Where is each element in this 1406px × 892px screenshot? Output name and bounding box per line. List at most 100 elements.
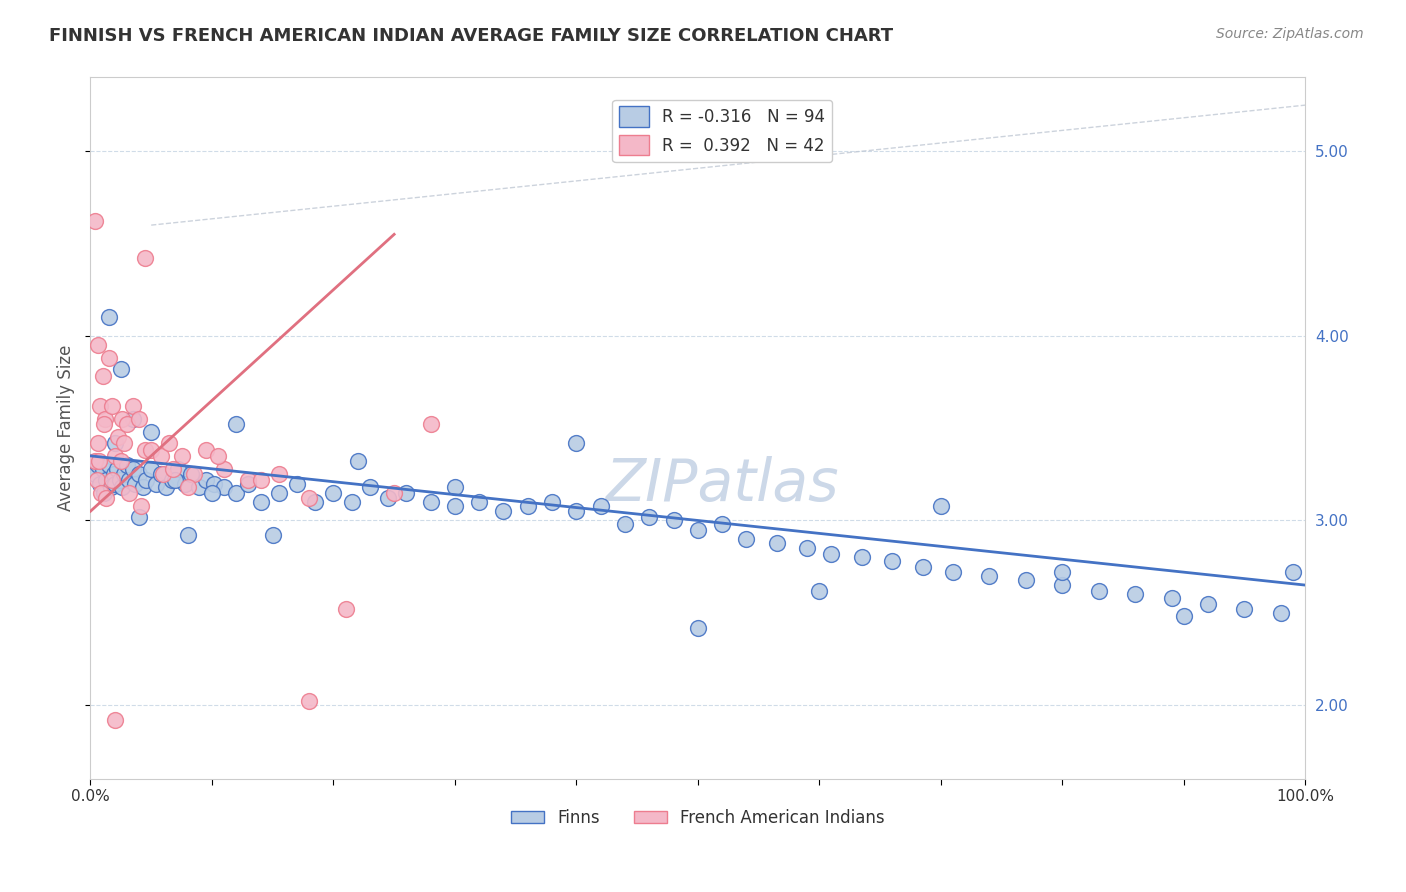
Point: [167, 462, 190, 476]
Point: [212, 462, 235, 476]
Point: [419, 417, 441, 432]
Point: [613, 517, 636, 532]
Point: [110, 362, 132, 376]
Point: [911, 559, 934, 574]
Point: [565, 504, 588, 518]
Point: [201, 485, 224, 500]
Point: [152, 467, 174, 482]
Point: [285, 476, 308, 491]
Point: [176, 480, 198, 494]
Point: [105, 462, 128, 476]
Point: [91, 369, 114, 384]
Point: [91, 462, 114, 476]
Point: [249, 495, 271, 509]
Point: [114, 436, 136, 450]
Point: [1052, 578, 1074, 592]
Point: [808, 583, 831, 598]
Point: [1282, 565, 1305, 579]
Point: [118, 485, 141, 500]
Point: [298, 491, 321, 506]
Point: [89, 399, 111, 413]
Point: [94, 412, 117, 426]
Point: [84, 467, 107, 482]
Point: [145, 476, 167, 491]
Point: [86, 473, 108, 487]
Point: [735, 532, 758, 546]
Text: Source: ZipAtlas.com: Source: ZipAtlas.com: [1216, 27, 1364, 41]
Point: [979, 569, 1001, 583]
Point: [686, 523, 709, 537]
Point: [157, 436, 180, 450]
Point: [796, 541, 818, 556]
Point: [589, 499, 612, 513]
Point: [267, 485, 290, 500]
Point: [90, 485, 112, 500]
Point: [187, 480, 209, 494]
Point: [298, 694, 321, 708]
Point: [565, 436, 588, 450]
Point: [104, 449, 127, 463]
Point: [110, 454, 132, 468]
Point: [183, 467, 205, 482]
Point: [882, 554, 904, 568]
Point: [131, 499, 153, 513]
Point: [87, 458, 110, 472]
Point: [149, 467, 172, 482]
Point: [111, 412, 134, 426]
Point: [122, 399, 145, 413]
Point: [160, 473, 183, 487]
Point: [165, 473, 187, 487]
Point: [377, 491, 399, 506]
Point: [304, 495, 326, 509]
Point: [101, 399, 124, 413]
Point: [131, 480, 153, 494]
Point: [101, 473, 124, 487]
Point: [262, 528, 284, 542]
Point: [765, 535, 787, 549]
Point: [97, 458, 120, 472]
Point: [359, 480, 381, 494]
Point: [395, 485, 418, 500]
Text: ZIPatlas: ZIPatlas: [606, 456, 839, 513]
Point: [135, 473, 157, 487]
Point: [1173, 609, 1195, 624]
Point: [141, 462, 163, 476]
Point: [149, 449, 172, 463]
Point: [444, 480, 467, 494]
Point: [84, 454, 107, 468]
Point: [93, 417, 115, 432]
Point: [128, 467, 150, 482]
Legend: Finns, French American Indians: Finns, French American Indians: [505, 803, 891, 834]
Point: [516, 499, 538, 513]
Point: [686, 621, 709, 635]
Point: [851, 550, 873, 565]
Point: [115, 417, 138, 432]
Point: [346, 454, 368, 468]
Point: [212, 480, 235, 494]
Point: [711, 517, 734, 532]
Point: [238, 473, 260, 487]
Point: [134, 443, 156, 458]
Text: FINNISH VS FRENCH AMERICAN INDIAN AVERAGE FAMILY SIZE CORRELATION CHART: FINNISH VS FRENCH AMERICAN INDIAN AVERAG…: [49, 27, 893, 45]
Point: [249, 473, 271, 487]
Point: [84, 214, 107, 228]
Point: [382, 485, 405, 500]
Point: [202, 476, 225, 491]
Point: [128, 509, 150, 524]
Point: [638, 509, 661, 524]
Point: [180, 467, 202, 482]
Point: [108, 473, 131, 487]
Point: [107, 430, 129, 444]
Point: [176, 528, 198, 542]
Point: [128, 412, 150, 426]
Point: [340, 495, 363, 509]
Point: [468, 495, 491, 509]
Y-axis label: Average Family Size: Average Family Size: [58, 345, 75, 511]
Point: [335, 602, 357, 616]
Point: [104, 476, 127, 491]
Point: [122, 412, 145, 426]
Point: [662, 513, 685, 527]
Point: [89, 476, 111, 491]
Point: [114, 467, 136, 482]
Point: [97, 310, 120, 325]
